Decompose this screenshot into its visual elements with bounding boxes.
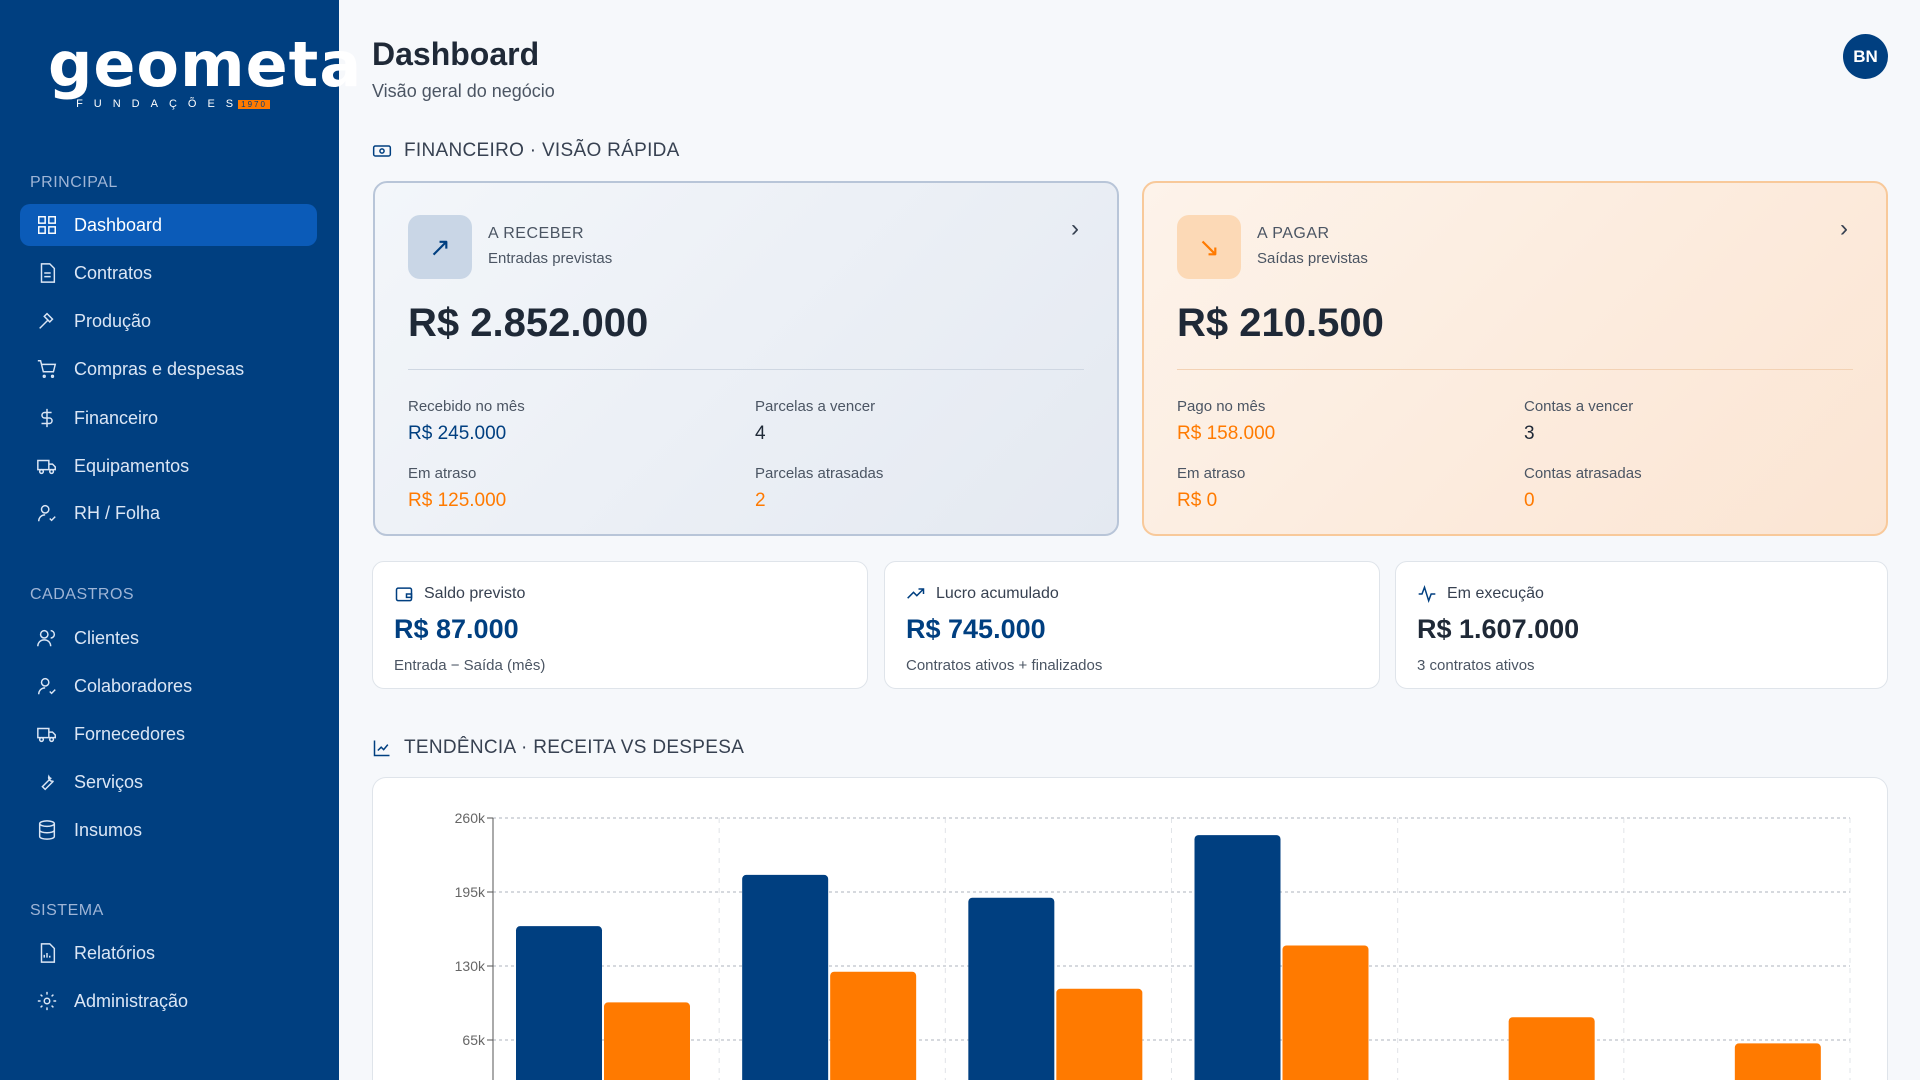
chevron-right-icon[interactable]: › [1840,215,1848,242]
sidebar-item-label: Produção [74,310,152,331]
y-tick-label: 260k [455,810,486,826]
divider [1177,369,1853,370]
gear-icon [37,991,57,1011]
report-icon [40,943,56,963]
sidebar-item-label: Fornecedores [74,723,186,744]
wrench-icon [41,774,54,791]
arrow-down-right-icon: ↘ [1177,215,1241,279]
payable-card[interactable]: ↘ A PAGAR Saídas previstas › R$ 210.500 … [1142,181,1888,536]
sidebar-item-contratos[interactable]: Contratos [20,252,317,294]
trend-chart: 260k 195k 130k 65k [455,810,1851,1080]
trending-up-icon [907,588,925,599]
sidebar-item-financeiro[interactable]: Financeiro [20,397,317,439]
card-saldo-previsto: Saldo previsto R$ 87.000 Entrada − Saída… [372,561,868,689]
sidebar-item-dashboard[interactable]: Dashboard [20,204,317,246]
sidebar-item-label: Colaboradores [74,675,193,696]
bar-receita [742,874,829,1080]
sidebar-item-label: Equipamentos [74,455,190,476]
bar-despesa [604,1002,690,1080]
sidebar-item-label: Compras e despesas [74,358,245,379]
sidebar-section-title: PRINCIPAL [30,174,118,191]
sidebar-item-clientes[interactable]: Clientes [20,617,317,659]
truck-icon [37,459,56,475]
bar-despesa [1508,1017,1595,1080]
y-tick-label: 195k [455,884,486,900]
y-tick-label: 65k [462,1032,486,1048]
dollar-icon [41,408,53,428]
sidebar-item-insumos[interactable]: Insumos [20,809,317,851]
sidebar-item-label: Financeiro [74,407,159,428]
bar-despesa [830,971,917,1080]
database-icon [38,820,56,840]
divider [408,369,1084,370]
bar-despesa [1734,1043,1821,1080]
sidebar-item-colaboradores[interactable]: Colaboradores [20,665,317,707]
activity-icon [1418,585,1436,603]
hammer-icon [39,312,54,329]
sidebar-item-label: Serviços [74,771,144,792]
document-icon [40,263,56,283]
sidebar-item-equipamentos[interactable]: Equipamentos [20,445,317,487]
user-icon [38,504,56,522]
sidebar-item-fornecedores[interactable]: Fornecedores [20,713,317,755]
receivable-amount: R$ 2.852.000 [408,301,649,345]
sidebar-item-label: Administração [74,990,189,1011]
bar-receita [968,897,1055,1080]
section-tendencia: TENDÊNCIA · RECEITA VS DESPESA [372,737,744,759]
bar-despesa [1056,988,1143,1080]
sidebar-section-title: SISTEMA [30,902,104,919]
sidebar-item-relatórios[interactable]: Relatórios [20,932,317,974]
page-title: Dashboard [372,36,540,72]
y-tick-label: 130k [455,958,486,974]
user-icon [38,677,56,695]
sidebar-item-label: RH / Folha [74,502,161,523]
cart-icon [37,360,57,378]
receivable-card[interactable]: ↗ A RECEBER Entradas previstas › R$ 2.85… [373,181,1119,536]
cash-icon [372,145,392,157]
bar-despesa [1282,945,1369,1080]
sidebar-item-label: Dashboard [74,214,163,235]
page-subtitle: Visão geral do negócio [372,81,555,101]
trend-chart-card: 260k 195k 130k 65k [372,777,1888,1080]
sidebar-item-produção[interactable]: Produção [20,300,317,342]
sidebar-item-label: Insumos [74,819,143,840]
bar-receita [516,926,602,1080]
section-financeiro: FINANCEIRO · VISÃO RÁPIDA [372,140,680,162]
sidebar-item-label: Clientes [74,627,140,648]
sidebar-item-administração[interactable]: Administração [20,980,317,1022]
arrow-up-right-icon: ↗ [408,215,472,279]
sidebar-item-compras-e-despesas[interactable]: Compras e despesas [20,348,317,390]
grid-icon [38,216,56,234]
sidebar: geometa FUNDAÇÕES1970 PRINCIPAL Dashboard… [0,0,363,1080]
line-chart-icon [373,740,390,757]
payable-amount: R$ 210.500 [1177,301,1384,345]
card-em-execucao: Em execução R$ 1.607.000 3 contratos ati… [1395,561,1888,689]
sidebar-item-rh-folha[interactable]: RH / Folha [20,492,317,534]
users-icon [37,629,56,647]
avatar[interactable]: BN [1843,34,1888,79]
truck-icon [37,727,56,743]
sidebar-item-serviços[interactable]: Serviços [20,761,317,803]
sidebar-item-label: Contratos [74,262,153,283]
logo: geometa FUNDAÇÕES1970 [48,28,363,111]
card-lucro-acumulado: Lucro acumulado R$ 745.000 Contratos ati… [884,561,1380,689]
bar-receita [1194,835,1281,1080]
wallet-icon [395,587,413,602]
chevron-right-icon[interactable]: › [1071,215,1079,242]
sidebar-section-title: CADASTROS [30,586,135,603]
sidebar-item-label: Relatórios [74,942,156,963]
